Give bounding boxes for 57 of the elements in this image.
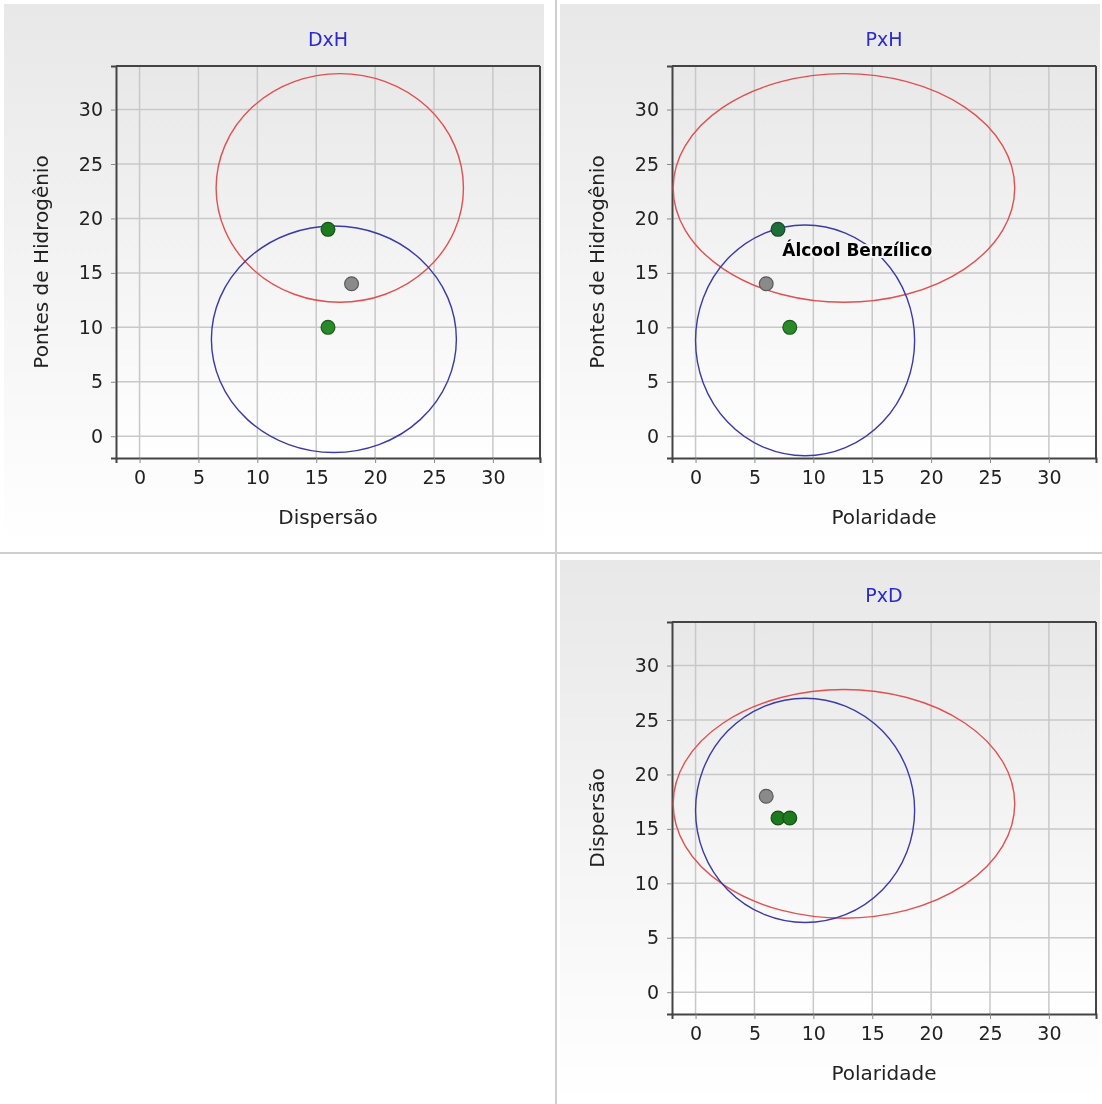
- y-tick-label: 15: [634, 261, 659, 284]
- chart-title: DxH: [307, 28, 349, 50]
- x-tick-label: 30: [1037, 1022, 1062, 1045]
- y-axis-title: Dispersão: [585, 768, 609, 868]
- x-tick-label: 15: [860, 1022, 885, 1045]
- x-tick-label: 30: [481, 466, 506, 489]
- x-axis-title: Dispersão: [278, 505, 378, 529]
- x-tick-label: 30: [1037, 466, 1062, 489]
- x-tick-label: 5: [748, 1022, 761, 1045]
- x-tick-label: 20: [919, 1022, 944, 1045]
- x-tick-label: 25: [978, 466, 1003, 489]
- y-tick-label: 0: [90, 424, 103, 447]
- x-tick-label: 10: [801, 1022, 826, 1045]
- x-tick-label: 0: [690, 466, 703, 489]
- x-tick-label: 20: [919, 466, 944, 489]
- y-tick-label: 0: [646, 424, 659, 447]
- y-tick-label: 5: [646, 370, 659, 393]
- y-tick-label: 25: [634, 708, 659, 731]
- y-tick-label: 15: [78, 261, 103, 284]
- y-axis-title: Pontes de Hidrogênio: [29, 155, 53, 369]
- x-tick-label: 5: [192, 466, 205, 489]
- x-tick-label: 5: [748, 466, 761, 489]
- x-tick-label: 25: [422, 466, 447, 489]
- y-tick-label: 20: [78, 207, 103, 230]
- point: [758, 276, 774, 292]
- x-tick-label: 25: [978, 1022, 1003, 1045]
- point: [344, 276, 360, 292]
- x-tick-label: 10: [801, 466, 826, 489]
- x-tick-label: 20: [363, 466, 388, 489]
- y-tick-label: 30: [78, 98, 103, 121]
- x-tick-label: 15: [860, 466, 885, 489]
- y-tick-label: 10: [78, 315, 103, 338]
- x-tick-label: 10: [245, 466, 270, 489]
- y-tick-label: 30: [634, 98, 659, 121]
- y-tick-label: 25: [634, 152, 659, 175]
- y-tick-label: 0: [646, 980, 659, 1003]
- point: [782, 319, 798, 335]
- y-tick-label: 25: [78, 152, 103, 175]
- y-axis-title: Pontes de Hidrogênio: [585, 155, 609, 369]
- x-tick-label: 15: [304, 466, 329, 489]
- y-tick-label: 5: [90, 370, 103, 393]
- y-tick-label: 30: [634, 654, 659, 677]
- point: [770, 221, 786, 237]
- y-tick-label: 10: [634, 315, 659, 338]
- y-tick-label: 20: [634, 207, 659, 230]
- chart-title: PxH: [865, 28, 903, 50]
- point: [320, 221, 336, 237]
- y-tick-label: 10: [634, 871, 659, 894]
- y-tick-label: 20: [634, 763, 659, 786]
- x-tick-label: 0: [690, 1022, 703, 1045]
- y-tick-label: 5: [646, 926, 659, 949]
- chart-title: PxD: [865, 584, 903, 606]
- y-tick-label: 15: [634, 817, 659, 840]
- x-axis-title: Polaridade: [831, 1061, 937, 1085]
- x-tick-label: 0: [134, 466, 147, 489]
- x-axis-title: Polaridade: [831, 505, 937, 529]
- point: [320, 319, 336, 335]
